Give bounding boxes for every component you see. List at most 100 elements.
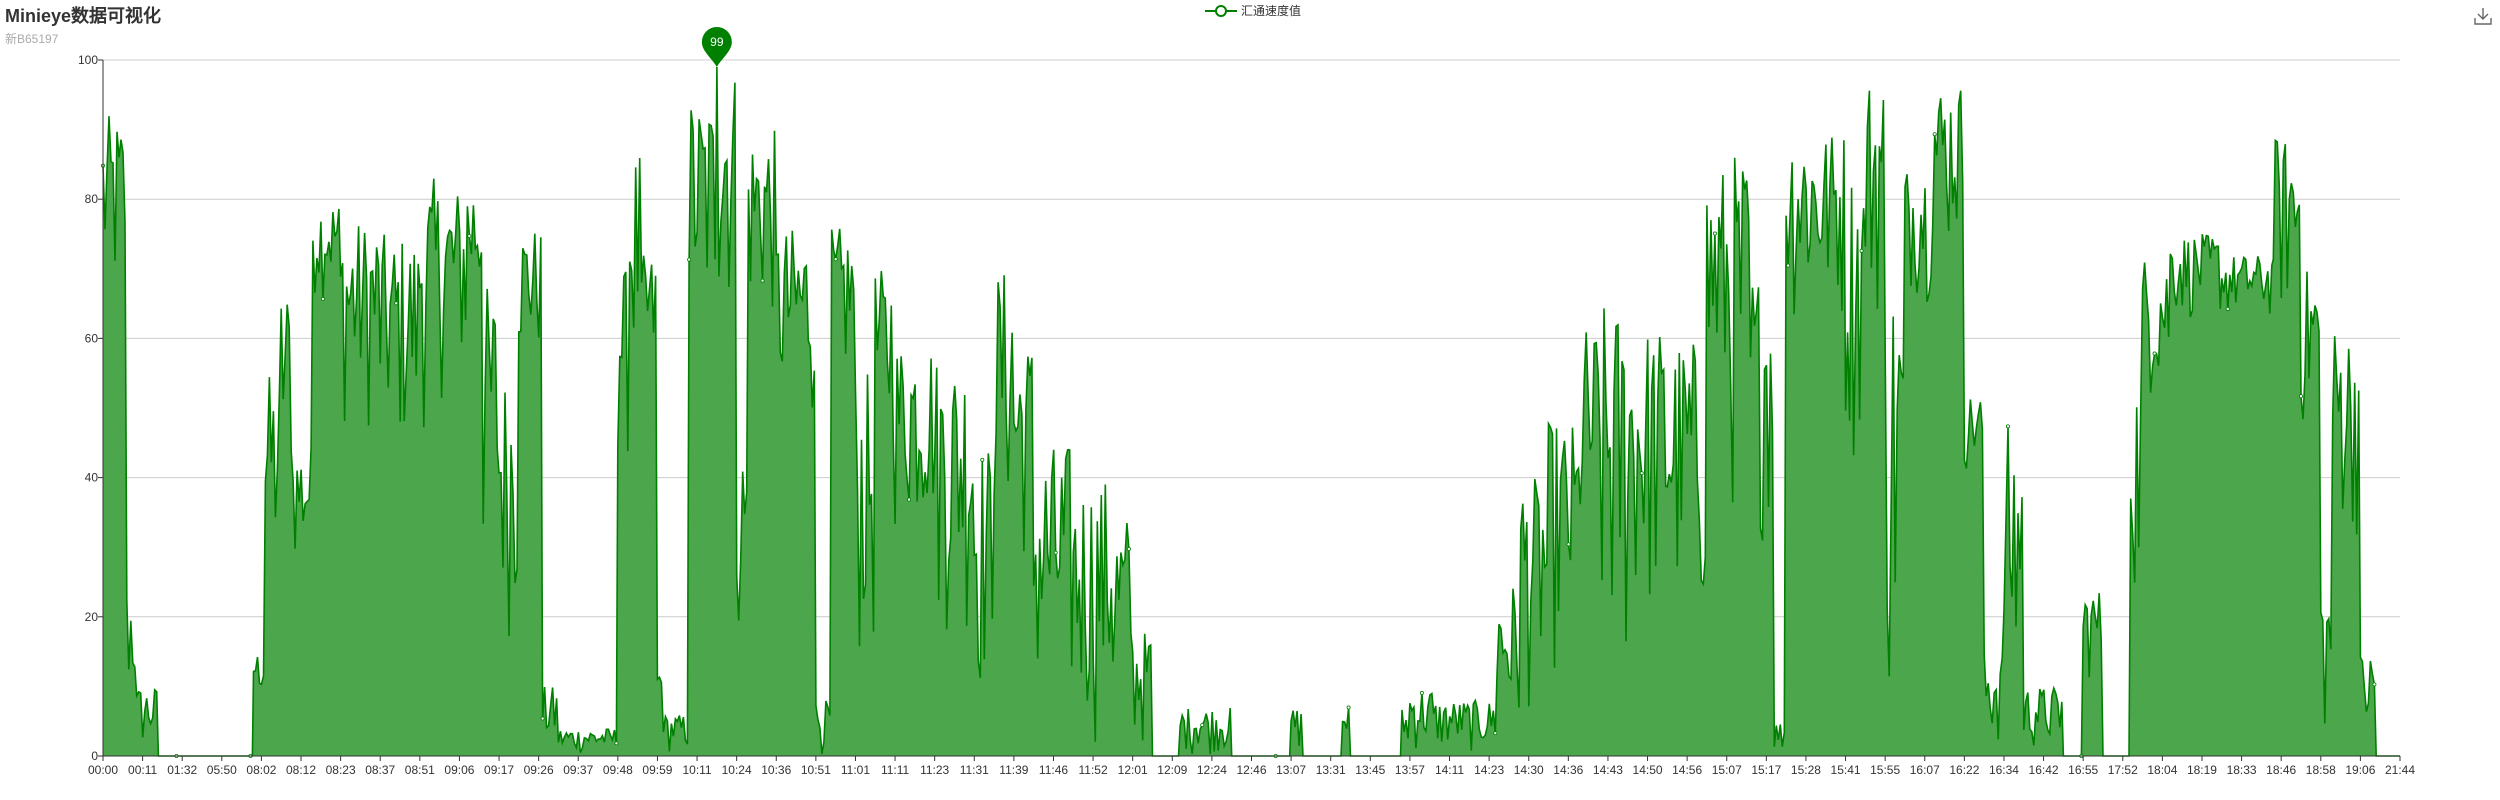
x-tick-label: 11:31	[960, 763, 989, 777]
series-point[interactable]	[1859, 248, 1864, 253]
y-tick-label: 100	[78, 53, 98, 67]
series-point[interactable]	[1493, 731, 1498, 736]
x-tick-label: 11:23	[920, 763, 949, 777]
x-tick-label: 19:06	[2345, 763, 2375, 777]
x-tick-label: 14:36	[1553, 763, 1583, 777]
x-tick-label: 09:59	[642, 763, 672, 777]
peak-pin[interactable]: 99	[701, 26, 732, 67]
x-tick-label: 10:24	[722, 763, 752, 777]
legend[interactable]: 汇通速度值	[1205, 2, 1301, 19]
x-tick-label: 11:52	[1079, 763, 1108, 777]
x-tick-label: 14:56	[1672, 763, 1702, 777]
y-tick-label: 60	[85, 331, 99, 345]
x-tick-label: 18:33	[2227, 763, 2257, 777]
series-point[interactable]	[833, 257, 838, 262]
series-point[interactable]	[320, 297, 325, 302]
x-tick-label: 14:23	[1474, 763, 1504, 777]
y-tick-label: 20	[85, 610, 99, 624]
y-tick-label: 40	[85, 471, 99, 485]
x-tick-label: 21:44	[2385, 763, 2415, 777]
x-tick-label: 10:36	[761, 763, 791, 777]
download-icon[interactable]	[2473, 6, 2493, 26]
series-point[interactable]	[1932, 132, 1937, 137]
series-point[interactable]	[687, 257, 692, 262]
x-tick-label: 14:50	[1633, 763, 1663, 777]
x-tick-label: 17:52	[2108, 763, 2138, 777]
series-point[interactable]	[2152, 351, 2157, 356]
x-tick-label: 10:11	[682, 763, 711, 777]
chart-subtitle: 新B65197	[5, 32, 59, 46]
x-tick-label: 18:04	[2147, 763, 2177, 777]
series-point[interactable]	[394, 301, 399, 306]
series-point[interactable]	[2298, 394, 2303, 399]
x-tick-label: 13:45	[1355, 763, 1385, 777]
x-tick-label: 08:02	[246, 763, 276, 777]
x-tick-label: 00:00	[88, 763, 118, 777]
series-point[interactable]	[760, 278, 765, 283]
series-point[interactable]	[1566, 542, 1571, 547]
x-tick-label: 09:26	[524, 763, 554, 777]
x-tick-label: 09:48	[603, 763, 633, 777]
series-point[interactable]	[540, 716, 545, 721]
x-tick-label: 11:01	[841, 763, 870, 777]
series-point[interactable]	[1200, 723, 1205, 728]
x-tick-label: 16:07	[1910, 763, 1940, 777]
series-point[interactable]	[1419, 691, 1424, 696]
x-tick-label: 12:24	[1197, 763, 1227, 777]
legend-line-icon	[1205, 4, 1237, 17]
speed-area-series	[101, 66, 2400, 759]
x-tick-label: 12:01	[1118, 763, 1148, 777]
series-point[interactable]	[1053, 550, 1058, 555]
peak-pin-shape	[701, 26, 732, 67]
x-tick-label: 13:31	[1316, 763, 1346, 777]
x-tick-label: 11:11	[881, 763, 910, 777]
x-tick-label: 16:34	[1989, 763, 2019, 777]
series-area-fill	[103, 67, 2400, 756]
x-tick-label: 11:39	[999, 763, 1028, 777]
x-tick-label: 11:46	[1039, 763, 1068, 777]
series-point[interactable]	[907, 497, 912, 502]
x-tick-label: 12:46	[1236, 763, 1266, 777]
series-point[interactable]	[1786, 263, 1791, 268]
x-tick-label: 08:37	[365, 763, 395, 777]
x-tick-label: 08:51	[405, 763, 435, 777]
series-point[interactable]	[2005, 424, 2010, 429]
x-tick-label: 13:07	[1276, 763, 1306, 777]
x-tick-label: 05:50	[207, 763, 237, 777]
x-tick-label: 14:30	[1514, 763, 1544, 777]
x-tick-label: 09:17	[484, 763, 514, 777]
series-point[interactable]	[1126, 547, 1131, 552]
axes	[98, 59, 2401, 761]
x-tick-label: 13:57	[1395, 763, 1425, 777]
peak-marker: 99	[701, 26, 732, 67]
y-tick-labels: 0 20 40 60 80 100	[78, 53, 98, 763]
x-tick-label: 15:07	[1712, 763, 1742, 777]
x-tick-labels: 00:00 00:11 01:32 05:50 08:02 08:12 08:23 08:37…	[88, 763, 2415, 777]
series-point[interactable]	[1639, 471, 1644, 476]
x-tick-label: 08:23	[326, 763, 356, 777]
chart-title: Minieye数据可视化	[5, 6, 162, 26]
series-point[interactable]	[1712, 231, 1717, 236]
series-point[interactable]	[980, 457, 985, 462]
series-point[interactable]	[467, 233, 472, 238]
x-tick-label: 14:11	[1435, 763, 1464, 777]
x-tick-label: 18:46	[2266, 763, 2296, 777]
x-tick-label: 14:43	[1593, 763, 1623, 777]
series-point[interactable]	[2225, 306, 2230, 311]
y-tick-label: 0	[91, 749, 98, 763]
x-tick-label: 18:58	[2306, 763, 2336, 777]
x-tick-label: 10:51	[801, 763, 831, 777]
series-point[interactable]	[1346, 705, 1351, 710]
x-tick-label: 09:37	[563, 763, 593, 777]
y-tick-label: 80	[85, 192, 99, 206]
x-tick-label: 16:42	[2029, 763, 2059, 777]
x-tick-label: 15:55	[1870, 763, 1900, 777]
x-tick-label: 15:41	[1831, 763, 1861, 777]
x-tick-label: 16:22	[1949, 763, 1979, 777]
series-point[interactable]	[2372, 682, 2377, 687]
series-point[interactable]	[614, 741, 619, 746]
x-tick-label: 15:17	[1751, 763, 1781, 777]
x-tick-label: 12:09	[1157, 763, 1187, 777]
x-tick-label: 00:11	[128, 763, 157, 777]
